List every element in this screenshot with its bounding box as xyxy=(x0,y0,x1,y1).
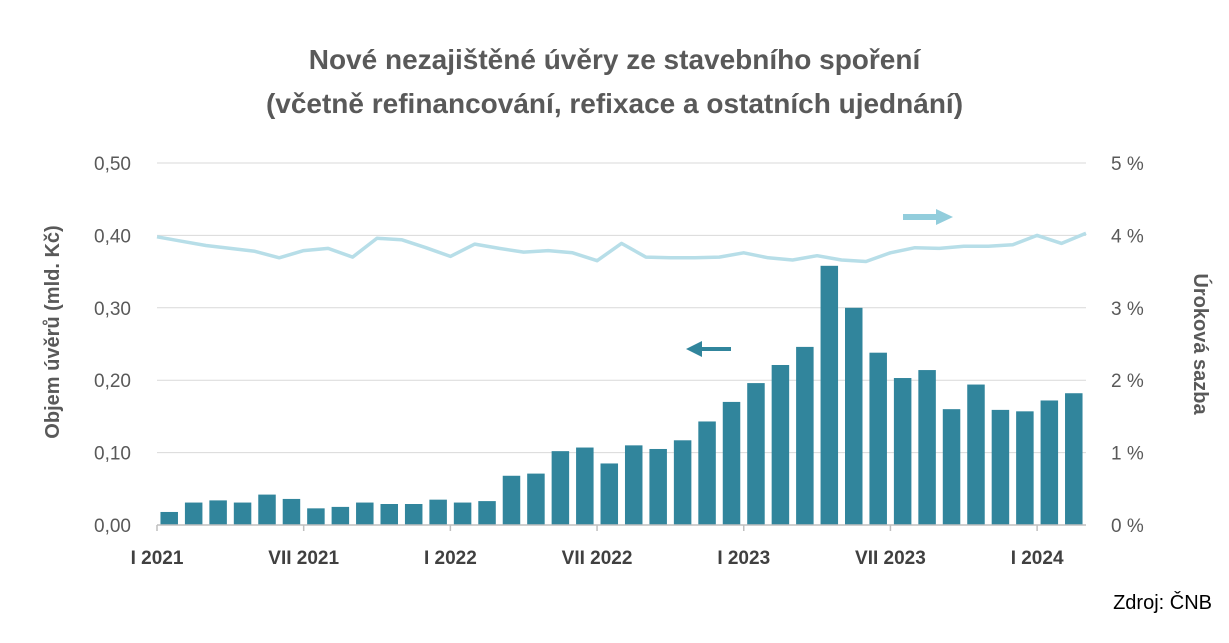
x-tick-label: I 2022 xyxy=(424,548,477,569)
bar xyxy=(404,504,423,525)
bar xyxy=(942,409,961,525)
x-tick-label: I 2024 xyxy=(1011,548,1064,569)
y-left-tick-label: 0,10 xyxy=(94,444,131,465)
y-right-tick-label: 2 % xyxy=(1111,371,1144,392)
y-axis-left-title: Objem úvěrů (mld. Kč) xyxy=(42,225,64,438)
bar xyxy=(845,307,863,525)
bar xyxy=(820,265,839,525)
chart-subtitle: (včetně refinancování, refixace a ostatn… xyxy=(265,88,964,119)
bar xyxy=(1040,400,1059,525)
x-tick-label: I 2021 xyxy=(131,548,184,569)
bar xyxy=(893,378,912,525)
bar xyxy=(551,451,570,525)
y-right-tick-label: 0 % xyxy=(1111,516,1144,537)
bar xyxy=(673,440,692,525)
bar xyxy=(991,409,1010,525)
bar xyxy=(869,352,887,525)
x-tick-label: VII 2022 xyxy=(562,548,633,569)
bar xyxy=(331,506,350,525)
bar xyxy=(453,502,472,525)
bar xyxy=(771,364,790,525)
bar xyxy=(600,463,619,525)
y-left-tick-label: 0,00 xyxy=(94,516,131,537)
bar-series xyxy=(160,265,1083,525)
bar xyxy=(184,502,203,525)
bar xyxy=(429,499,447,525)
bar xyxy=(722,401,741,525)
bar xyxy=(1016,411,1034,525)
chart-title: Nové nezajištěné úvěry ze stavebního spo… xyxy=(308,44,921,75)
y-left-tick-label: 0,40 xyxy=(94,226,131,247)
x-tick-label: VII 2023 xyxy=(855,548,926,569)
bar xyxy=(1065,393,1083,525)
series-arrows xyxy=(686,209,953,357)
x-tick-label: I 2023 xyxy=(717,548,770,569)
y-left-tick-label: 0,30 xyxy=(94,299,131,320)
bar xyxy=(649,448,667,525)
right-axis-arrow-head xyxy=(936,209,953,225)
rate-line xyxy=(156,231,1087,264)
axes: 0,00 0 % 0,10 1 % 0,20 2 % 0,30 3 % 0,40 4 % 0,50 5… xyxy=(94,154,1144,569)
bar xyxy=(796,346,814,525)
bar xyxy=(282,498,301,525)
y-axis-right-title: Úroková sazba xyxy=(1189,273,1213,415)
bar xyxy=(160,511,178,525)
bar xyxy=(747,383,765,525)
source-note: Zdroj: ČNB xyxy=(1113,592,1212,614)
bar xyxy=(258,494,276,525)
rate-series xyxy=(156,231,1087,264)
bar xyxy=(209,500,227,525)
bar xyxy=(478,501,496,525)
bar xyxy=(380,504,398,525)
bar xyxy=(356,502,374,525)
left-axis-arrow-head xyxy=(686,341,702,357)
y-right-tick-label: 5 % xyxy=(1111,154,1144,175)
bar xyxy=(307,508,325,525)
bar xyxy=(502,475,521,525)
y-right-tick-label: 1 % xyxy=(1111,444,1144,465)
bar xyxy=(624,445,643,525)
bar xyxy=(918,370,936,525)
bar xyxy=(527,473,545,525)
y-right-tick-label: 4 % xyxy=(1111,226,1144,247)
y-right-tick-label: 3 % xyxy=(1111,299,1144,320)
bar xyxy=(967,384,985,525)
bar xyxy=(576,447,594,525)
bar xyxy=(698,421,716,525)
x-tick-label: VII 2021 xyxy=(268,548,339,569)
y-left-tick-label: 0,50 xyxy=(94,154,131,175)
bar xyxy=(233,502,252,525)
y-left-tick-label: 0,20 xyxy=(94,371,131,392)
